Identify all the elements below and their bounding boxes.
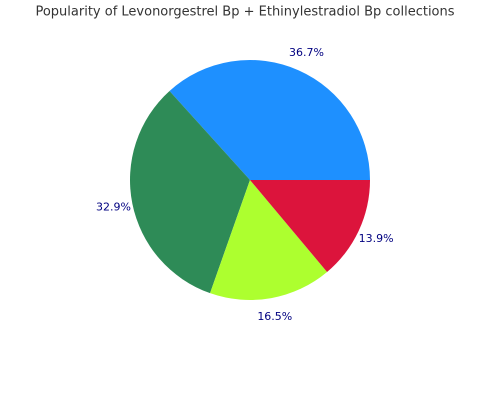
pie-slice: [250, 180, 370, 272]
pie-slice: [169, 59, 370, 181]
pie-slice: [210, 180, 328, 301]
slice-label: 32.9%: [96, 200, 131, 213]
slice-label: 36.7%: [289, 46, 324, 59]
slice-label: 16.5%: [257, 310, 292, 323]
chart-title: Popularity of Levonorgestrel Bp + Ethiny…: [35, 5, 454, 20]
pie-slice: [130, 90, 250, 294]
slice-label: 13.9%: [359, 232, 394, 245]
